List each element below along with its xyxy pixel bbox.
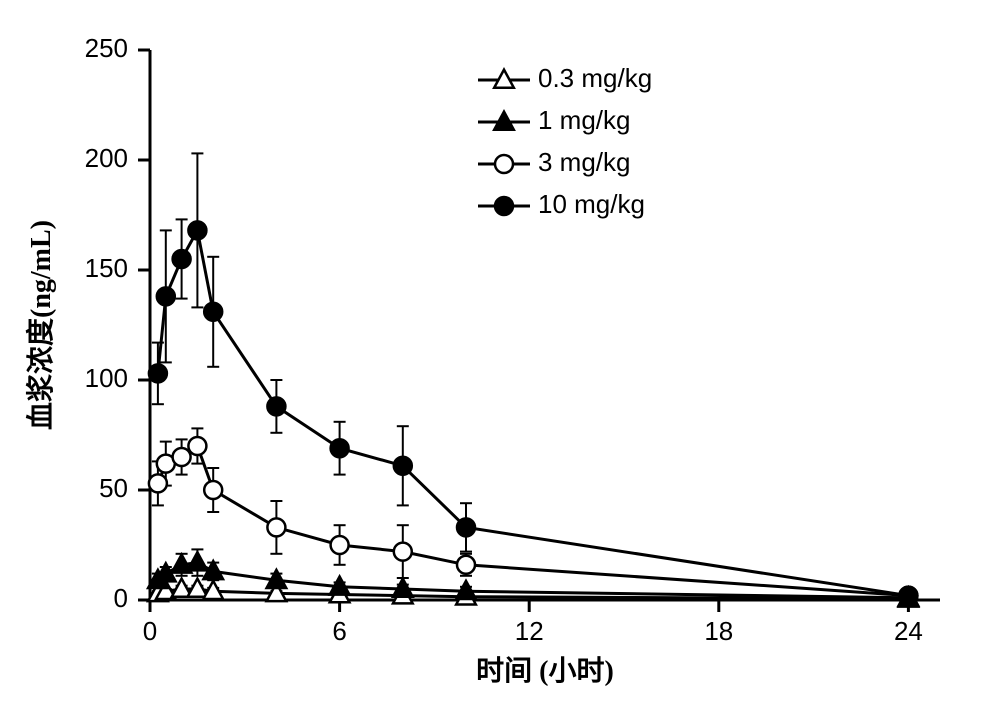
svg-text:18: 18 <box>704 616 733 646</box>
svg-text:250: 250 <box>85 33 128 63</box>
y-axis-label: 血浆浓度(ng/mL) <box>24 220 57 430</box>
legend-label-dose_1: 1 mg/kg <box>538 105 631 135</box>
svg-text:6: 6 <box>332 616 346 646</box>
pk-chart: 0 50 100 150 200 250 0 6 12 18 24 时间 (小时) 血浆浓度(ng/mL… <box>0 0 1000 704</box>
svg-text:24: 24 <box>894 616 923 646</box>
x-axis-label: 时间 (小时) <box>476 655 614 687</box>
svg-text:100: 100 <box>85 363 128 393</box>
svg-text:0: 0 <box>114 583 128 613</box>
svg-text:12: 12 <box>515 616 544 646</box>
svg-text:50: 50 <box>99 473 128 503</box>
svg-text:0: 0 <box>143 616 157 646</box>
legend-label-dose_3: 3 mg/kg <box>538 147 631 177</box>
legend-label-dose_10: 10 mg/kg <box>538 189 645 219</box>
svg-text:150: 150 <box>85 253 128 283</box>
chart-svg: 0 50 100 150 200 250 0 6 12 18 24 时间 (小时) 血浆浓度(ng/mL… <box>0 0 1000 704</box>
legend-label-dose_0_3: 0.3 mg/kg <box>538 63 652 93</box>
svg-text:200: 200 <box>85 143 128 173</box>
